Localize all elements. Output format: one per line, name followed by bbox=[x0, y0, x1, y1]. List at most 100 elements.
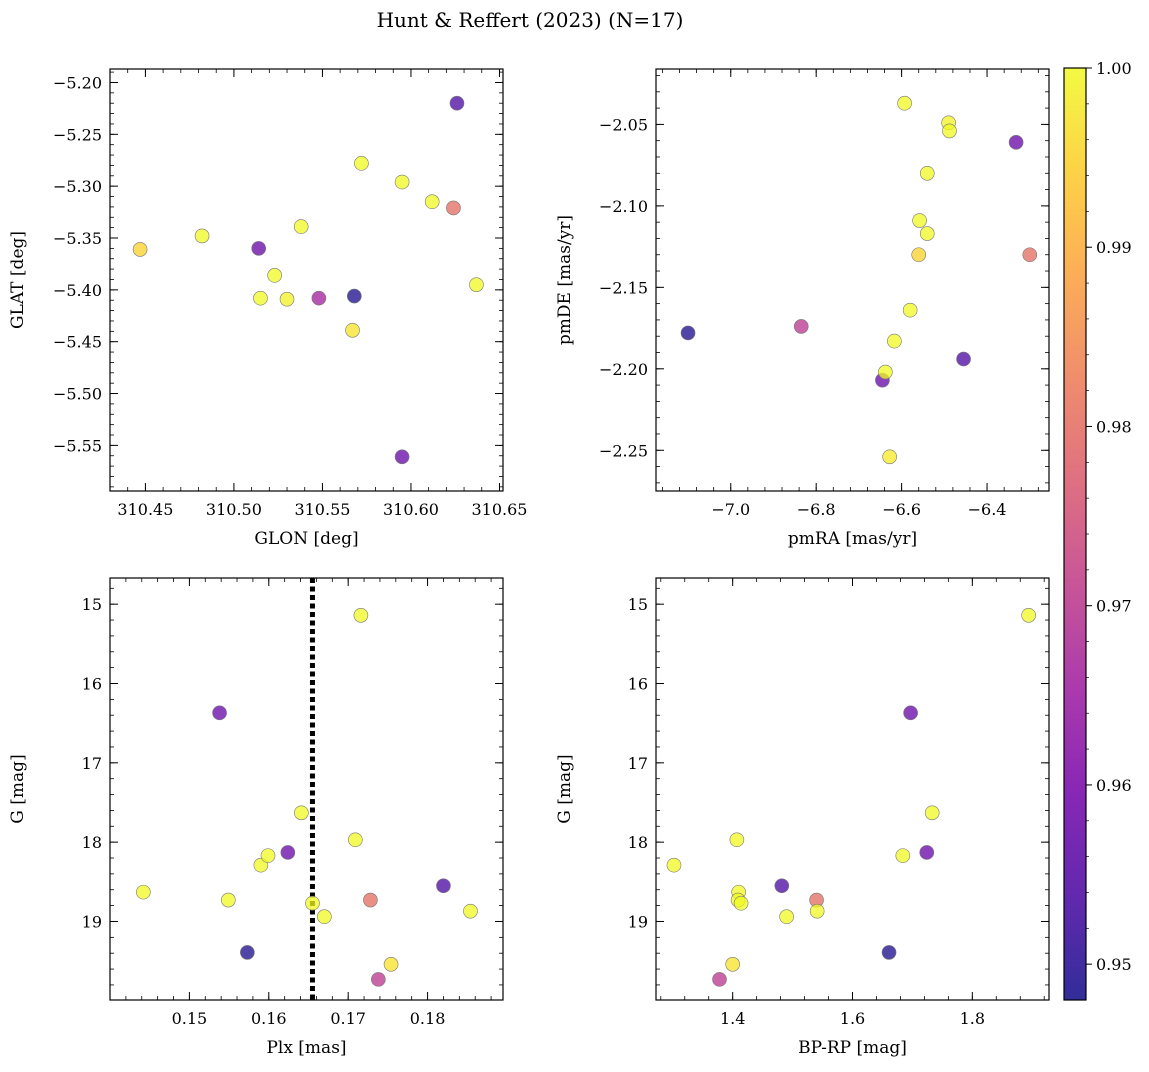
scatter-point bbox=[293, 219, 309, 234]
panel-pmra-pmde: −7.0 −6.8 −6.6 −6.4 −2.05 −2.10 −2.15 −2.20 −2.2… bbox=[555, 68, 1050, 549]
colorbar-tick-label: 1.00 bbox=[1096, 59, 1132, 78]
axes-frame bbox=[109, 577, 504, 1001]
colorbar-tick-label: 0.97 bbox=[1096, 597, 1132, 616]
y-tick-label: −5.30 bbox=[53, 177, 102, 196]
scatter-point bbox=[942, 123, 957, 139]
axes-frame bbox=[655, 68, 1050, 492]
x-axis-label: GLON [deg] bbox=[254, 529, 358, 549]
scatter-point bbox=[354, 156, 369, 171]
x-tick-label: 0.16 bbox=[251, 1009, 287, 1028]
scatter-point bbox=[346, 288, 362, 304]
scatter-point bbox=[902, 302, 918, 318]
figure-title: Hunt & Reffert (2023) (N=17) bbox=[377, 8, 684, 32]
scatter-point bbox=[725, 957, 740, 972]
y-tick-label: 19 bbox=[82, 912, 102, 931]
colorbar-gradient bbox=[1064, 68, 1086, 1000]
scatter-point bbox=[353, 607, 369, 623]
scatter-point bbox=[919, 845, 935, 860]
y-tick-label: 16 bbox=[628, 675, 648, 694]
scatter-point bbox=[903, 705, 918, 721]
y-axis-label: pmDE [mas/yr] bbox=[555, 215, 575, 345]
y-tick-label: −2.05 bbox=[599, 115, 648, 134]
scatter-point bbox=[240, 945, 255, 960]
scatter-point bbox=[956, 351, 971, 367]
x-tick-label: 0.18 bbox=[410, 1009, 446, 1028]
scatter-point bbox=[136, 884, 151, 900]
scatter-point bbox=[680, 325, 696, 341]
x-tick-label: 0.17 bbox=[330, 1009, 366, 1028]
scatter-point bbox=[383, 957, 399, 972]
scatter-point bbox=[911, 247, 927, 263]
x-tick-label: 310.50 bbox=[206, 500, 262, 519]
x-tick-label: 1.6 bbox=[840, 1009, 865, 1028]
x-tick-label: −7.0 bbox=[711, 500, 750, 519]
scatter-point bbox=[317, 909, 332, 925]
scatter-point bbox=[924, 805, 940, 821]
scatter-point bbox=[251, 241, 267, 256]
x-tick-label: 1.4 bbox=[720, 1009, 745, 1028]
scatter-point bbox=[436, 878, 451, 894]
panel-plx-g: 0.15 0.16 0.17 0.18 15 16 17 18 19 Plx [mas] G [ma… bbox=[8, 577, 504, 1058]
scatter-point bbox=[345, 322, 360, 338]
minor-ticks bbox=[110, 69, 503, 491]
y-tick-label: 17 bbox=[628, 754, 648, 773]
y-tick-label: −5.55 bbox=[53, 436, 102, 455]
y-tick-label: 17 bbox=[82, 754, 102, 773]
x-tick-label: −6.4 bbox=[968, 500, 1007, 519]
y-tick-label: 16 bbox=[82, 675, 102, 694]
scatter-point bbox=[887, 333, 902, 349]
y-tick-label: −5.25 bbox=[53, 125, 102, 144]
scatter-point bbox=[463, 903, 478, 919]
minor-ticks bbox=[656, 578, 1049, 1000]
x-tick-label: 310.45 bbox=[117, 500, 173, 519]
scatter-point bbox=[279, 291, 295, 307]
x-tick-label: 310.55 bbox=[294, 500, 350, 519]
scatter-point bbox=[446, 200, 461, 216]
scatter-point bbox=[394, 174, 410, 190]
scatter-point bbox=[132, 242, 148, 257]
x-tick-label: 310.65 bbox=[471, 500, 527, 519]
y-tick-label: −2.10 bbox=[599, 197, 648, 216]
x-tick-label: −6.6 bbox=[882, 500, 921, 519]
scatter-point bbox=[394, 449, 410, 465]
x-axis-label: pmRA [mas/yr] bbox=[788, 529, 917, 549]
x-tick-label: −6.8 bbox=[797, 500, 836, 519]
scatter-point bbox=[1022, 247, 1038, 263]
scatter-point bbox=[305, 895, 320, 911]
y-tick-label: −5.45 bbox=[53, 333, 102, 352]
y-tick-label: −2.15 bbox=[599, 278, 648, 297]
scatter-point bbox=[280, 845, 296, 860]
y-tick-label: 19 bbox=[628, 912, 648, 931]
scatter-point bbox=[1021, 607, 1036, 623]
x-axis-label: Plx [mas] bbox=[266, 1038, 346, 1058]
scatter-point bbox=[1008, 135, 1024, 150]
scatter-point bbox=[793, 319, 809, 334]
x-tick-label: 0.15 bbox=[172, 1009, 208, 1028]
scatter-point bbox=[897, 95, 912, 111]
scatter-point bbox=[212, 705, 227, 721]
axes-frame bbox=[109, 68, 504, 492]
panel-glon-glat: 310.45 310.50 310.55 310.60 310.65 −5.20 −5.25… bbox=[8, 68, 527, 549]
scatter-point bbox=[348, 832, 363, 848]
y-tick-label: −5.40 bbox=[53, 281, 102, 300]
colorbar-tick-label: 0.98 bbox=[1096, 417, 1132, 436]
scatter-point bbox=[729, 832, 745, 848]
scatter-point bbox=[881, 945, 897, 960]
colorbar-tick-label: 0.96 bbox=[1096, 776, 1132, 795]
y-tick-label: 15 bbox=[628, 595, 648, 614]
scatter-point bbox=[919, 165, 935, 181]
scatter-point bbox=[260, 848, 276, 863]
panel-bprp-g: 1.4 1.6 1.8 15 16 17 18 19 BP-RP [mag] G [mag] bbox=[555, 577, 1050, 1058]
y-tick-label: −5.35 bbox=[53, 229, 102, 248]
y-tick-label: 15 bbox=[82, 595, 102, 614]
scatter-point bbox=[712, 972, 727, 987]
scatter-point bbox=[774, 878, 790, 894]
y-tick-label: 18 bbox=[82, 833, 102, 852]
scatter-point bbox=[809, 903, 825, 919]
y-tick-label: −2.20 bbox=[599, 360, 648, 379]
y-axis-label: G [mag] bbox=[8, 754, 28, 823]
scatter-point bbox=[878, 364, 893, 380]
scatter-point bbox=[733, 895, 749, 911]
x-tick-label: 310.60 bbox=[383, 500, 439, 519]
